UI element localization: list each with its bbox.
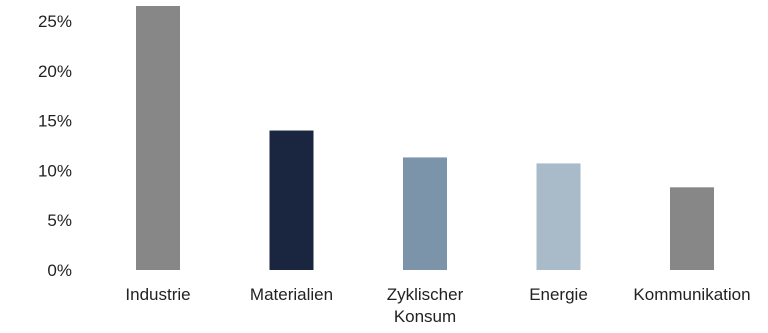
y-tick-label: 10%	[38, 161, 72, 180]
x-category-label: Materialien	[250, 285, 333, 304]
x-category-label: Konsum	[394, 307, 456, 326]
bar	[269, 130, 314, 270]
bar	[670, 187, 714, 270]
y-tick-label: 25%	[38, 12, 72, 31]
x-axis-category-labels: Industrie Materialien Zyklischer Konsum Ener…	[125, 285, 750, 326]
y-axis-tick-labels: 0% 5% 10% 15% 20% 25%	[38, 12, 72, 280]
x-category-label: Kommunikation	[633, 285, 750, 304]
bars-group	[136, 6, 714, 270]
y-tick-label: 20%	[38, 62, 72, 81]
y-tick-label: 0%	[47, 261, 72, 280]
bar	[536, 163, 581, 270]
bar	[403, 157, 447, 270]
x-category-label: Zyklischer	[387, 285, 464, 304]
x-category-label: Industrie	[125, 285, 190, 304]
y-tick-label: 5%	[47, 211, 72, 230]
bar	[136, 6, 180, 270]
x-category-label: Energie	[529, 285, 588, 304]
y-tick-label: 15%	[38, 112, 72, 131]
